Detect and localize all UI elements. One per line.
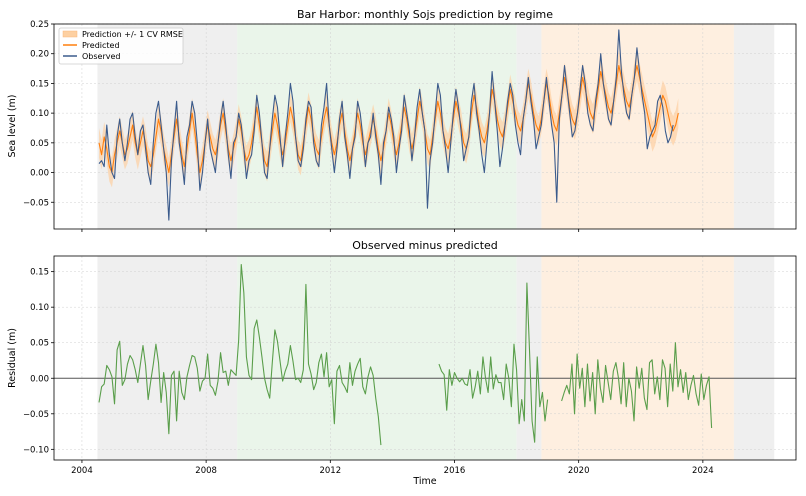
top-plot-frame: [53, 23, 797, 230]
bottom-residual-line: [98, 263, 713, 446]
x-tick-label: 2004: [71, 466, 93, 476]
y-tick-label: 0.05: [30, 139, 49, 149]
top-y-ticks: −0.05 0.00 0.05 0.10 0.15 0.20 0.25: [23, 20, 54, 208]
regime-band: [733, 256, 775, 460]
legend-band-swatch: [62, 30, 78, 38]
y-tick-label: 0.05: [30, 339, 49, 349]
y-tick-label: 0.15: [30, 268, 49, 278]
y-tick-label: 0.10: [30, 303, 49, 313]
regime-band: [237, 256, 517, 460]
y-tick-label: 0.00: [30, 169, 49, 179]
regime-band: [541, 256, 734, 460]
predicted-line: [98, 65, 679, 174]
top-x-ticks: [81, 229, 704, 232]
residual-line: [438, 282, 549, 443]
y-tick-label: −0.05: [23, 198, 49, 208]
top-series-lines: [98, 29, 679, 221]
bottom-panel: Observed minus predicted −0.10 −0.05 0.00 0…: [7, 239, 797, 487]
y-tick-label: −0.10: [23, 445, 49, 455]
legend-box: [58, 27, 184, 65]
bottom-regime-shading: [97, 256, 775, 460]
top-chart-title: Bar Harbor: monthly Sojs prediction by r…: [297, 8, 553, 21]
x-tick-label: 2012: [319, 466, 341, 476]
residual-line: [98, 263, 382, 446]
y-tick-label: 0.25: [30, 20, 49, 30]
bottom-grid: [54, 256, 796, 460]
bottom-plot-frame: [53, 255, 797, 461]
legend: Prediction +/- 1 CV RMSE Predicted Obser…: [58, 27, 184, 65]
legend-predicted-label: Predicted: [82, 41, 120, 50]
bottom-y-axis-label: Residual (m): [7, 328, 18, 388]
regime-band: [733, 24, 775, 229]
bottom-x-ticks: 2004 2008 2012 2016 2020 2024: [71, 460, 714, 476]
regime-band: [97, 256, 238, 460]
y-tick-label: 0.10: [30, 109, 49, 119]
legend-band-label: Prediction +/- 1 CV RMSE: [82, 30, 183, 39]
top-y-axis-label: Sea level (m): [7, 95, 18, 158]
y-tick-label: −0.05: [23, 410, 49, 420]
legend-observed-label: Observed: [82, 52, 121, 61]
residual-line: [561, 342, 713, 429]
x-tick-label: 2008: [195, 466, 217, 476]
top-panel: Bar Harbor: monthly Sojs prediction by r…: [7, 8, 797, 232]
bottom-y-ticks: −0.10 −0.05 0.00 0.05 0.10 0.15: [23, 268, 54, 455]
x-tick-label: 2016: [444, 466, 466, 476]
observed-line: [98, 29, 674, 221]
y-tick-label: 0.15: [30, 79, 49, 89]
x-tick-label: 2020: [568, 466, 590, 476]
bottom-chart-title: Observed minus predicted: [352, 239, 498, 252]
y-tick-label: 0.20: [30, 50, 49, 60]
x-axis-label: Time: [412, 476, 436, 487]
x-tick-label: 2024: [692, 466, 714, 476]
y-tick-label: 0.00: [30, 374, 49, 384]
